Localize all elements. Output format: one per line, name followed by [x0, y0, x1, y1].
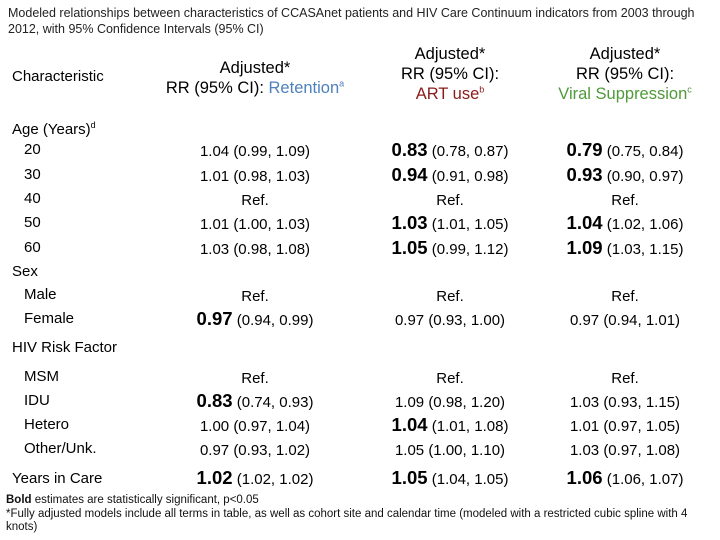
- row-label-age-50: 50: [24, 214, 41, 231]
- header-retention: Adjusted* RR (95% CI): Retentiona: [150, 58, 360, 98]
- cell-other-art: 1.05 (1.00, 1.10): [394, 442, 506, 459]
- header-art-line3: ART useb: [415, 84, 485, 103]
- section-age: Age (Years)d: [12, 120, 96, 139]
- row-label-idu: IDU: [24, 392, 50, 409]
- cell-age50-art: 1.03 (1.01, 1.05): [391, 212, 509, 233]
- cell-years-retention: 1.02 (1.02, 1.02): [196, 467, 314, 488]
- header-retention-label: Retention: [268, 79, 340, 97]
- cell-age30-viral: 0.93 (0.90, 0.97): [566, 164, 684, 185]
- cell-age60-viral: 1.09 (1.03, 1.15): [566, 237, 684, 258]
- header-art-label: ART use: [415, 85, 480, 103]
- cell-idu-viral: 1.03 (0.93, 1.15): [569, 394, 681, 411]
- header-viral-suppression: Adjusted* RR (95% CI): Viral Suppression…: [535, 44, 715, 104]
- cell-male-viral: Ref.: [611, 288, 639, 305]
- section-years-in-care: Years in Care: [12, 470, 103, 487]
- row-label-age-40: 40: [24, 190, 41, 207]
- header-retention-line1: Adjusted*: [219, 59, 291, 77]
- cell-age30-art: 0.94 (0.91, 0.98): [391, 164, 509, 185]
- row-label-other: Other/Unk.: [24, 440, 97, 457]
- cell-hetero-art: 1.04 (1.01, 1.08): [391, 414, 509, 435]
- header-retention-line2: RR (95% CI): Retentiona: [165, 78, 345, 97]
- row-label-age-30: 30: [24, 166, 41, 183]
- cell-hetero-viral: 1.01 (0.97, 1.05): [569, 418, 681, 435]
- header-art-line1: Adjusted*: [414, 45, 486, 63]
- cell-years-viral: 1.06 (1.06, 1.07): [566, 467, 684, 488]
- cell-female-art: 0.97 (0.93, 1.00): [394, 312, 506, 329]
- cell-idu-art: 1.09 (0.98, 1.20): [394, 394, 506, 411]
- cell-female-retention: 0.97 (0.94, 0.99): [196, 308, 314, 329]
- cell-male-art: Ref.: [436, 288, 464, 305]
- cell-age50-retention: 1.01 (1.00, 1.03): [199, 216, 311, 233]
- header-art-line2: RR (95% CI):: [400, 65, 500, 83]
- row-label-female: Female: [24, 310, 75, 327]
- row-label-age-20: 20: [24, 141, 41, 158]
- cell-age40-viral: Ref.: [611, 192, 639, 209]
- cell-age40-retention: Ref.: [241, 192, 269, 209]
- header-characteristic: Characteristic: [12, 68, 104, 85]
- section-hiv-risk: HIV Risk Factor: [12, 339, 118, 356]
- cell-idu-retention: 0.83 (0.74, 0.93): [196, 390, 314, 411]
- cell-age20-viral: 0.79 (0.75, 0.84): [566, 139, 684, 160]
- section-sex: Sex: [12, 263, 38, 280]
- cell-female-viral: 0.97 (0.94, 1.01): [569, 312, 681, 329]
- table-title: Modeled relationships between characteri…: [8, 6, 695, 36]
- cell-age30-retention: 1.01 (0.98, 1.03): [199, 168, 311, 185]
- header-art-use: Adjusted* RR (95% CI): ART useb: [355, 44, 545, 104]
- cell-age20-art: 0.83 (0.78, 0.87): [391, 139, 509, 160]
- row-label-male: Male: [24, 286, 57, 303]
- cell-age50-viral: 1.04 (1.02, 1.06): [566, 212, 684, 233]
- header-viral-line1: Adjusted*: [589, 45, 661, 63]
- row-label-age-60: 60: [24, 239, 41, 256]
- footnote-significance: Bold estimates are statistically signifi…: [6, 494, 259, 506]
- header-viral-label: Viral Suppression: [558, 85, 688, 103]
- row-label-msm: MSM: [24, 368, 59, 385]
- cell-age60-retention: 1.03 (0.98, 1.08): [199, 241, 311, 258]
- cell-age40-art: Ref.: [436, 192, 464, 209]
- cell-msm-retention: Ref.: [241, 370, 269, 387]
- cell-other-retention: 0.97 (0.93, 1.02): [199, 442, 311, 459]
- header-viral-line3: Viral Suppressionc: [558, 84, 692, 103]
- cell-age60-art: 1.05 (0.99, 1.12): [391, 237, 509, 258]
- cell-years-art: 1.05 (1.04, 1.05): [391, 467, 509, 488]
- row-label-hetero: Hetero: [24, 416, 70, 433]
- header-viral-line2: RR (95% CI):: [575, 65, 675, 83]
- cell-msm-art: Ref.: [436, 370, 464, 387]
- footnote-models: *Fully adjusted models include all terms…: [6, 508, 688, 533]
- cell-hetero-retention: 1.00 (0.97, 1.04): [199, 418, 311, 435]
- cell-msm-viral: Ref.: [611, 370, 639, 387]
- cell-other-viral: 1.03 (0.97, 1.08): [569, 442, 681, 459]
- cell-male-retention: Ref.: [241, 288, 269, 305]
- cell-age20-retention: 1.04 (0.99, 1.09): [199, 143, 311, 160]
